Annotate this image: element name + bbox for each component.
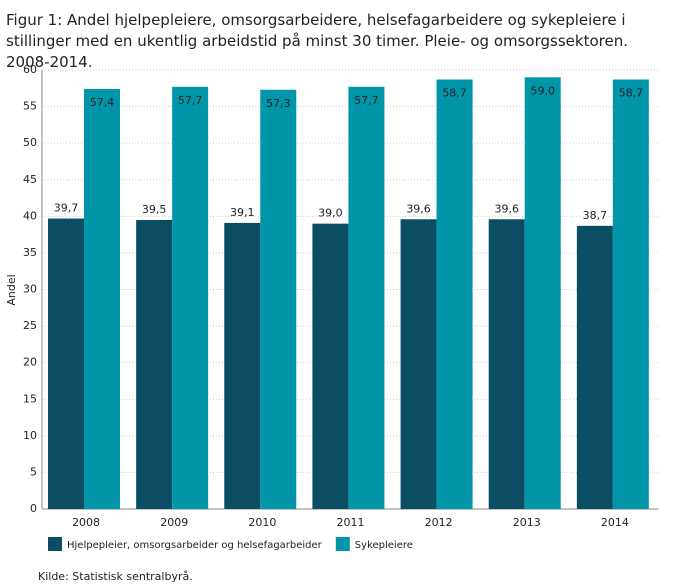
bar: [48, 218, 84, 510]
x-tick-label: 2008: [72, 516, 100, 529]
value-label: 39,0: [318, 207, 343, 220]
source: Kilde: Statistisk sentralbyrå.: [38, 570, 193, 583]
legend-label: Hjelpepleier, omsorgsarbeider og helsefa…: [67, 540, 323, 551]
value-label: 57,4: [90, 96, 115, 109]
y-tick-label: 5: [30, 465, 37, 478]
value-label: 39,6: [494, 202, 519, 215]
bar: [612, 79, 649, 510]
chart-title: Figur 1: Andel hjelpepleiere, omsorgsarb…: [6, 11, 628, 71]
value-label: 39,1: [230, 206, 255, 219]
y-axis-label: Andel: [5, 274, 18, 305]
y-tick-label: 10: [23, 429, 37, 442]
value-label: 58,7: [442, 87, 467, 100]
y-tick-label: 0: [30, 502, 37, 515]
x-tick-label: 2014: [601, 516, 629, 529]
y-tick-label: 30: [23, 283, 37, 296]
bar: [488, 219, 525, 509]
value-label: 58,7: [619, 87, 644, 100]
y-tick-label: 20: [23, 356, 37, 369]
bar: [348, 86, 385, 509]
bar: [172, 86, 209, 509]
bar: [260, 89, 297, 509]
y-tick-label: 15: [23, 392, 37, 405]
legend-swatch: [48, 537, 62, 551]
bar: [436, 79, 473, 510]
value-label: 39,6: [406, 202, 431, 215]
value-label: 57,7: [178, 94, 203, 107]
bar: [84, 89, 120, 510]
x-tick-label: 2010: [248, 516, 276, 529]
legend-swatch: [335, 537, 350, 551]
value-label: 57,3: [266, 97, 291, 110]
bar: [524, 77, 561, 510]
x-tick-label: 2011: [337, 516, 365, 529]
y-tick-label: 25: [23, 319, 37, 332]
bar: [136, 219, 173, 509]
bar: [400, 219, 437, 509]
x-tick-label: 2013: [513, 516, 541, 529]
y-tick-label: 50: [23, 136, 37, 149]
legend-label: Sykepleiere: [355, 540, 413, 551]
y-tick-label: 45: [23, 173, 37, 186]
y-tick-label: 60: [23, 63, 37, 76]
value-label: 39,5: [142, 203, 167, 216]
value-label: 59,0: [530, 84, 555, 97]
bar: [224, 222, 261, 509]
value-label: 38,7: [583, 209, 608, 222]
bar: [312, 223, 349, 509]
y-tick-label: 40: [23, 209, 37, 222]
y-tick-label: 55: [23, 100, 37, 113]
x-tick-label: 2009: [160, 516, 188, 529]
y-tick-label: 35: [23, 246, 37, 259]
value-label: 57,7: [354, 94, 379, 107]
x-tick-label: 2012: [425, 516, 453, 529]
bar: [576, 225, 613, 509]
value-label: 39,7: [54, 202, 79, 215]
